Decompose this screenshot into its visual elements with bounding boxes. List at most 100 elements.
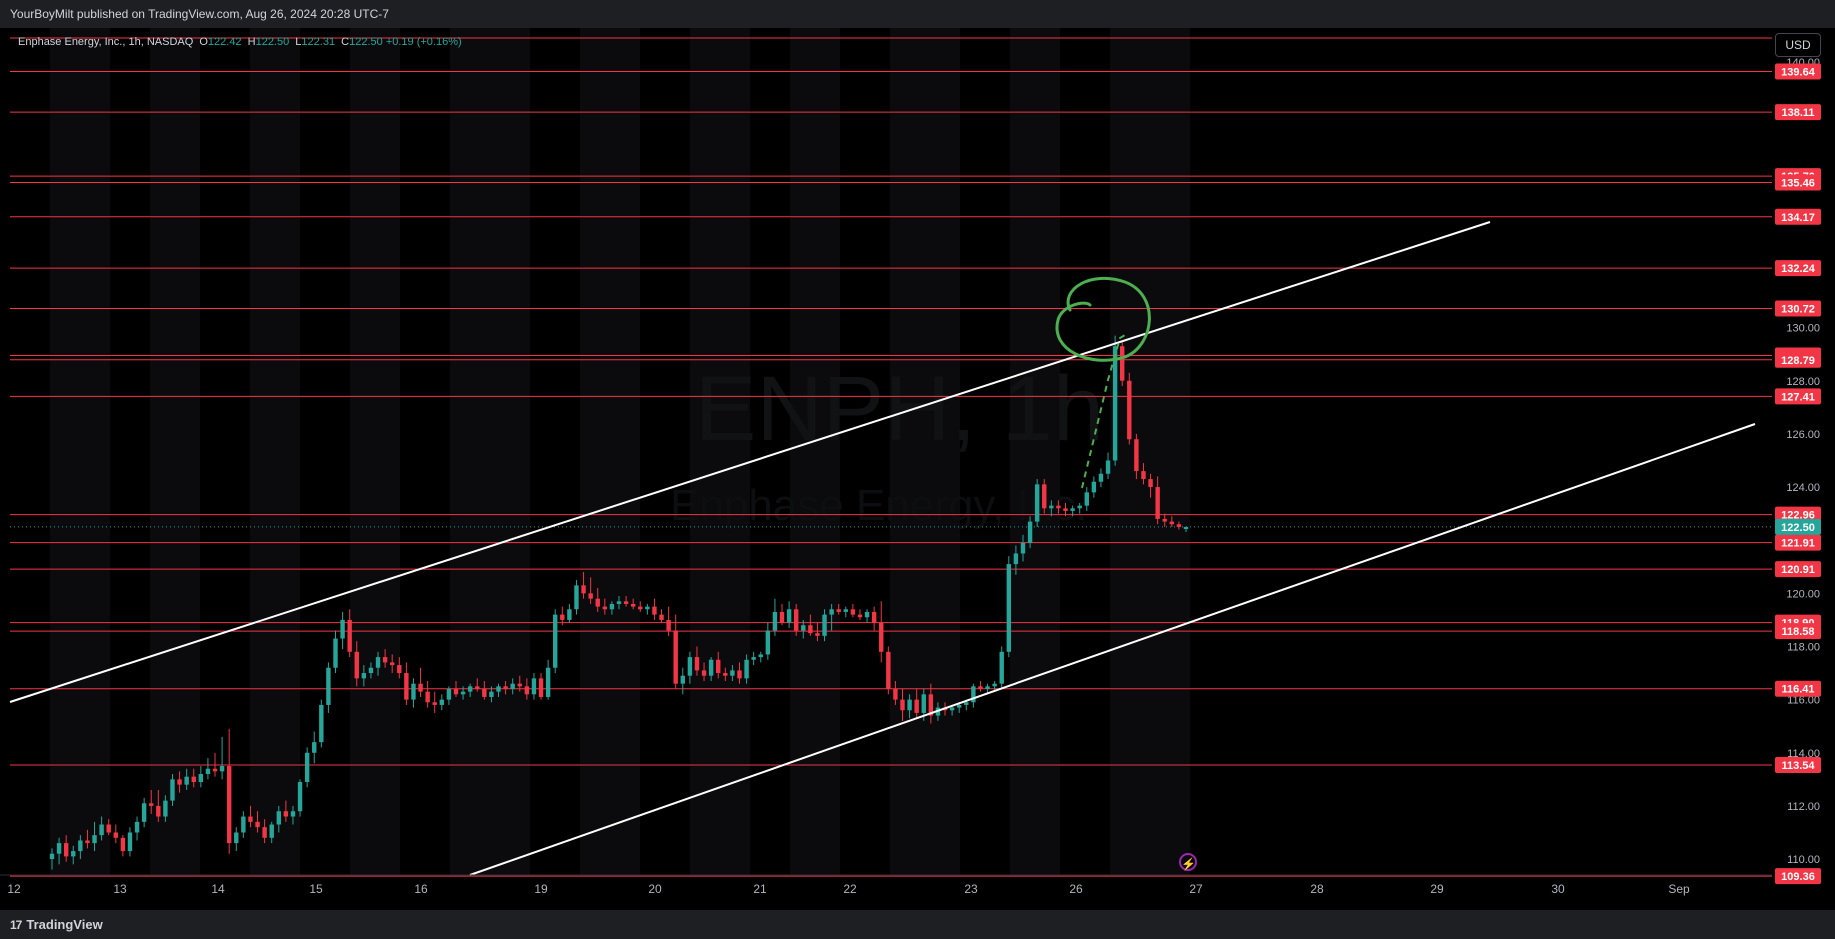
candle — [971, 683, 976, 708]
candle-body — [99, 824, 104, 836]
candle-body — [184, 776, 189, 785]
candle-body — [113, 832, 118, 838]
candle-body — [390, 662, 395, 666]
candle — [283, 800, 289, 822]
candle-body — [751, 657, 756, 660]
time-tick-label: 26 — [1069, 882, 1083, 896]
candle — [205, 758, 211, 780]
candle-body — [1056, 505, 1061, 509]
candle-body — [304, 752, 310, 782]
legend-high-label: H — [247, 36, 256, 48]
candle-body — [1020, 542, 1026, 554]
candle-body — [744, 659, 749, 679]
level-price-tag — [1775, 388, 1821, 405]
time-tick-label: 13 — [113, 882, 127, 896]
candle-body — [538, 678, 544, 697]
candle-body — [1006, 564, 1012, 652]
candle — [914, 688, 919, 719]
publisher-line: YourBoyMilt published on TradingView.com… — [10, 7, 389, 21]
candle — [786, 601, 792, 628]
candle-body — [149, 803, 154, 806]
candle-body — [262, 827, 267, 838]
candle-body — [241, 816, 246, 833]
tradingview-brand[interactable]: 17 TradingView — [10, 917, 103, 932]
candle-body — [78, 840, 83, 852]
candle — [609, 601, 615, 615]
price-tick-label: 116.00 — [1787, 695, 1820, 707]
level-price-label: 130.72 — [1781, 303, 1815, 315]
time-tick-label: 27 — [1189, 882, 1203, 896]
legend-close: 122.50 — [349, 36, 383, 48]
currency-button[interactable]: USD — [1775, 33, 1821, 57]
candle-body — [163, 800, 168, 817]
candle-body — [212, 768, 218, 772]
candle-body — [1105, 460, 1111, 474]
level-price-label: 139.64 — [1781, 66, 1816, 78]
candle-body — [560, 614, 565, 620]
candle — [822, 609, 827, 642]
price-axis[interactable]: 110.00 112.00 114.00 116.00 118.00 120.00 122.… — [1772, 28, 1835, 885]
candle-body — [638, 606, 643, 610]
candle — [1176, 521, 1182, 530]
candle — [404, 662, 409, 705]
candle-body — [404, 673, 409, 700]
lightning-icon[interactable]: ⚡ — [1179, 853, 1197, 871]
drawings[interactable] — [9, 221, 1756, 876]
candle-body — [120, 837, 126, 852]
candle — [170, 774, 175, 806]
price-chart[interactable]: ENPH, 1h Enphase Energy, Inc. 110.00 112.0… — [0, 28, 1835, 910]
candle — [156, 789, 161, 822]
candle-body — [56, 843, 62, 854]
candle — [623, 595, 629, 607]
session-band — [580, 28, 640, 875]
candle — [333, 630, 338, 674]
candle-body — [1183, 526, 1189, 530]
candle-body — [602, 606, 608, 610]
candle-body — [1098, 473, 1104, 482]
candle-body — [170, 779, 175, 801]
candle — [439, 694, 445, 711]
candle — [1105, 452, 1111, 480]
candle-body — [1070, 508, 1075, 511]
candle — [1141, 463, 1146, 485]
candle — [574, 580, 579, 615]
candle-body — [971, 686, 976, 703]
candle-body — [801, 625, 806, 631]
candle — [751, 651, 756, 666]
candle — [255, 811, 260, 833]
candle — [219, 736, 225, 780]
time-axis[interactable]: 12 13 14 15 16 19 20 21 22 23 26 27 28 29 30 Sep — [0, 874, 1772, 896]
candle — [602, 598, 608, 615]
session-band — [350, 28, 400, 875]
candle — [163, 795, 168, 822]
candle — [460, 686, 466, 700]
price-tick-label: 114.00 — [1787, 748, 1820, 760]
candle — [141, 797, 147, 828]
candle-body — [659, 614, 664, 620]
candle-body — [269, 824, 274, 838]
candle-body — [446, 688, 452, 700]
candle-body — [467, 686, 473, 692]
legend-low: 122.31 — [301, 36, 336, 48]
candle — [779, 603, 785, 626]
candle-body — [694, 657, 700, 671]
candle — [375, 651, 381, 676]
candle-body — [921, 694, 926, 713]
price-tick-label: 126.00 — [1786, 429, 1820, 441]
candle — [673, 614, 678, 689]
candle-body — [63, 843, 69, 857]
candle-body — [588, 593, 593, 599]
candle — [1183, 526, 1189, 532]
candle-body — [411, 683, 416, 700]
candle — [737, 662, 742, 684]
candle-body — [666, 619, 671, 631]
candle-body — [1013, 553, 1019, 565]
session-bands — [50, 28, 1190, 875]
level-price-label: 135.46 — [1781, 178, 1815, 190]
session-band — [890, 28, 960, 875]
candle-body — [836, 609, 841, 612]
candle-body — [595, 598, 600, 607]
time-tick-label: 14 — [211, 882, 225, 896]
candle-body — [368, 667, 374, 674]
candle — [801, 619, 806, 639]
